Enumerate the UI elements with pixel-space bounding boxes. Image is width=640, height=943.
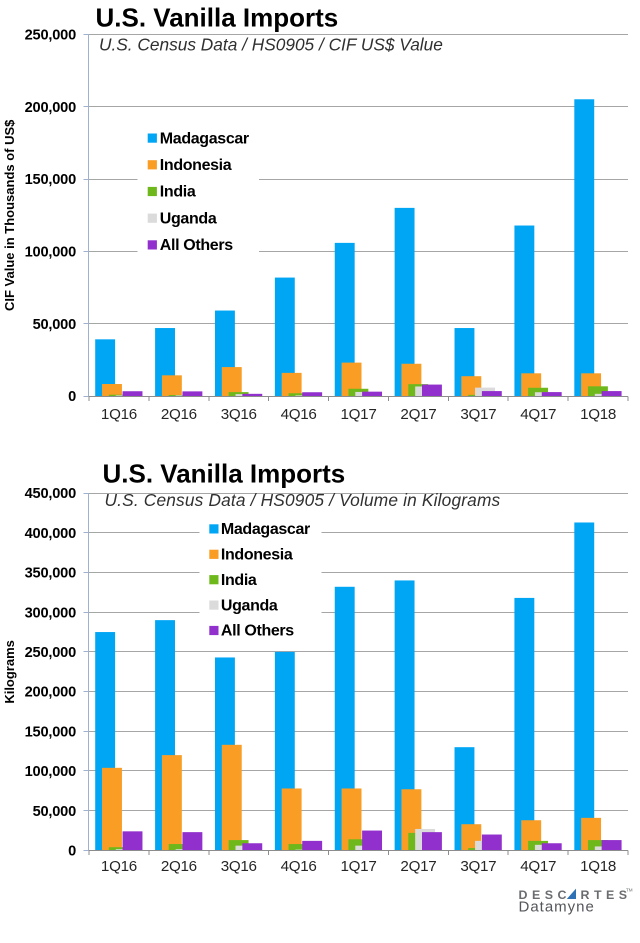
svg-text:India: India <box>221 572 257 589</box>
svg-text:200,000: 200,000 <box>25 100 76 116</box>
svg-text:300,000: 300,000 <box>25 605 76 621</box>
svg-text:All Others: All Others <box>160 237 233 254</box>
svg-text:TM: TM <box>626 888 633 893</box>
svg-text:U.S. Census Data / HS0905 / Vo: U.S. Census Data / HS0905 / Volume in Ki… <box>105 490 501 510</box>
svg-text:100,000: 100,000 <box>25 764 76 780</box>
svg-text:4Q16: 4Q16 <box>281 406 317 423</box>
svg-text:1Q17: 1Q17 <box>341 858 377 875</box>
svg-text:3Q17: 3Q17 <box>460 858 496 875</box>
svg-text:1Q17: 1Q17 <box>341 406 377 423</box>
svg-text:2Q16: 2Q16 <box>161 406 197 423</box>
svg-text:200,000: 200,000 <box>25 685 76 701</box>
svg-text:1Q16: 1Q16 <box>101 406 137 423</box>
svg-text:2Q16: 2Q16 <box>161 858 197 875</box>
svg-text:RTES: RTES <box>581 888 632 902</box>
svg-text:1Q18: 1Q18 <box>580 858 616 875</box>
svg-text:50,000: 50,000 <box>33 317 77 333</box>
svg-text:400,000: 400,000 <box>25 526 76 542</box>
svg-text:4Q17: 4Q17 <box>520 406 556 423</box>
svg-text:1Q16: 1Q16 <box>101 858 137 875</box>
svg-text:3Q16: 3Q16 <box>221 858 257 875</box>
svg-text:Indonesia: Indonesia <box>160 157 232 174</box>
svg-text:Uganda: Uganda <box>221 597 278 614</box>
svg-text:Madagascar: Madagascar <box>221 521 310 538</box>
svg-text:150,000: 150,000 <box>25 724 76 740</box>
svg-text:1Q18: 1Q18 <box>580 406 616 423</box>
svg-text:4Q16: 4Q16 <box>281 858 317 875</box>
svg-text:Madagascar: Madagascar <box>160 130 249 147</box>
svg-text:0: 0 <box>68 389 76 405</box>
svg-text:Datamyne: Datamyne <box>519 898 595 915</box>
svg-text:150,000: 150,000 <box>25 172 76 188</box>
svg-text:All Others: All Others <box>221 623 294 640</box>
svg-text:3Q16: 3Q16 <box>221 406 257 423</box>
svg-text:2Q17: 2Q17 <box>400 406 436 423</box>
svg-text:250,000: 250,000 <box>25 645 76 661</box>
svg-text:50,000: 50,000 <box>33 804 77 820</box>
svg-text:4Q17: 4Q17 <box>520 858 556 875</box>
svg-text:0: 0 <box>68 844 76 860</box>
svg-text:Uganda: Uganda <box>160 210 217 227</box>
svg-text:DESC: DESC <box>519 888 571 902</box>
svg-text:450,000: 450,000 <box>25 486 76 502</box>
svg-text:U.S. Census Data / HS0905 / CI: U.S. Census Data / HS0905 / CIF US$ Valu… <box>99 34 443 54</box>
svg-text:U.S. Vanilla Imports: U.S. Vanilla Imports <box>96 3 339 33</box>
svg-text:U.S. Vanilla Imports: U.S. Vanilla Imports <box>103 458 346 488</box>
svg-text:250,000: 250,000 <box>25 28 76 44</box>
svg-text:India: India <box>160 184 196 201</box>
svg-text:CIF Value in Thousands of US$: CIF Value in Thousands of US$ <box>2 119 17 311</box>
svg-text:Kilograms: Kilograms <box>2 640 17 704</box>
svg-text:Indonesia: Indonesia <box>221 547 293 564</box>
svg-text:100,000: 100,000 <box>25 245 76 261</box>
svg-text:3Q17: 3Q17 <box>460 406 496 423</box>
svg-text:350,000: 350,000 <box>25 566 76 582</box>
svg-text:2Q17: 2Q17 <box>400 858 436 875</box>
